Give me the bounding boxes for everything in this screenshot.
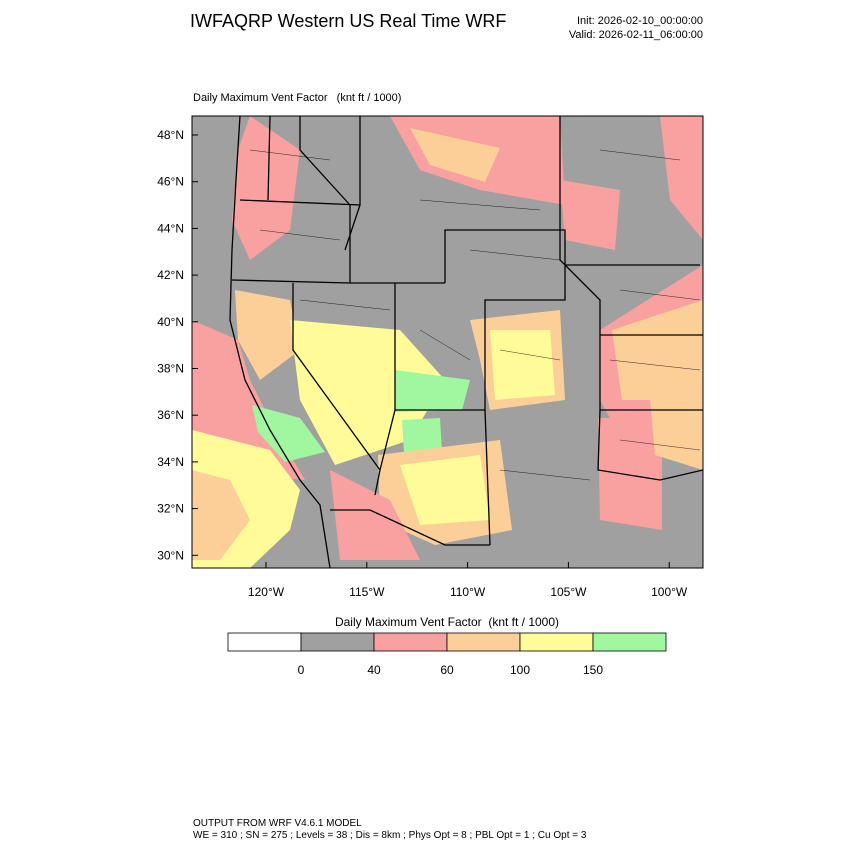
colorbar-title: Daily Maximum Vent Factor (knt ft / 1000… (335, 615, 559, 629)
lat-label: 48°N (157, 128, 184, 142)
lat-label: 38°N (157, 362, 184, 376)
colorbar-box (446, 632, 521, 652)
lon-label: 115°W (349, 585, 385, 599)
lat-label: 40°N (157, 315, 184, 329)
lat-label: 30°N (157, 548, 184, 562)
lon-label: 100°W (651, 585, 688, 599)
colorbar-tick-label: 0 (298, 663, 305, 677)
lat-axis: 48°N 46°N 44°N 42°N 40°N 38°N 36°N 34°N 32°N 30°N (157, 128, 198, 562)
lon-label: 105°W (550, 585, 587, 599)
colorbar-box (300, 632, 375, 652)
map-field (192, 116, 703, 568)
colorbar-box (227, 632, 302, 652)
footer-line: OUTPUT FROM WRF V4.6.1 MODEL (193, 818, 362, 829)
colorbar-tick-label: 60 (440, 663, 454, 677)
init-time: Init: 2026-02-10_00:00:00 (577, 15, 703, 27)
colorbar-box (373, 632, 448, 652)
title: IWFAQRP Western US Real Time WRF (190, 11, 506, 31)
colorbar-tick-label: 100 (510, 663, 530, 677)
lat-label: 34°N (157, 455, 184, 469)
lon-label: 110°W (450, 585, 486, 599)
lat-label: 36°N (157, 408, 184, 422)
map-title: Daily Maximum Vent Factor (knt ft / 1000… (193, 92, 401, 104)
lat-label: 42°N (157, 268, 184, 282)
colorbar-box (592, 632, 667, 652)
map-frame (191, 115, 704, 569)
lat-label: 44°N (157, 221, 184, 235)
lat-label: 46°N (157, 175, 184, 189)
colorbar-box (519, 632, 594, 652)
lon-label: 120°W (248, 585, 285, 599)
colorbar-tick-label: 40 (367, 663, 381, 677)
colorbar-tick-label: 150 (583, 663, 603, 677)
lat-label: 32°N (157, 502, 184, 516)
lon-axis: 120°W 115°W 110°W 105°W 100°W (248, 562, 688, 599)
valid-time: Valid: 2026-02-11_06:00:00 (569, 29, 703, 41)
footer-line: WE = 310 ; SN = 275 ; Levels = 38 ; Dis … (193, 830, 587, 841)
colorbar: 0 40 60 100 150 (227, 632, 667, 677)
